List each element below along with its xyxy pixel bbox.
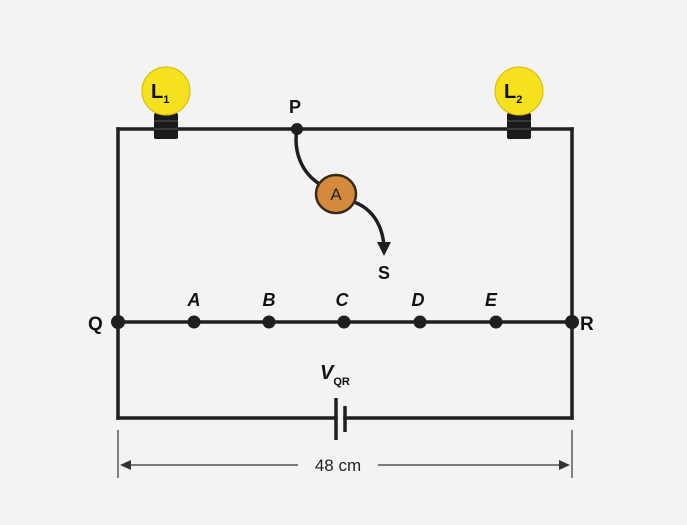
bulb-l1-socket [154, 113, 178, 139]
length-label: 48 cm [315, 456, 361, 475]
arrow-left-icon [120, 460, 131, 470]
lead-p-to-ammeter [294, 126, 321, 186]
bulb-l1-icon [141, 66, 191, 116]
point-e[interactable] [489, 315, 503, 329]
arrow-head-icon [377, 242, 391, 256]
point-e-label: E [485, 290, 498, 310]
ammeter-branch: P A S [289, 97, 391, 283]
jockey-points: Q R A B C D E [88, 290, 594, 335]
node-q[interactable] [111, 315, 125, 329]
point-d[interactable] [413, 315, 427, 329]
circuit-wires [116, 127, 574, 420]
arrow-right-icon [559, 460, 570, 470]
point-c[interactable] [337, 315, 351, 329]
point-a[interactable] [187, 315, 201, 329]
point-a-label: A [187, 290, 201, 310]
battery-cell: VQR [320, 362, 350, 440]
point-c-label: C [336, 290, 350, 310]
bulb-l1: L1 [141, 66, 191, 139]
point-b-label: B [263, 290, 276, 310]
bulb-l1-label: L1 [151, 81, 169, 106]
battery-label: VQR [320, 362, 350, 388]
bulb-l2-socket [507, 113, 531, 139]
node-r[interactable] [565, 315, 579, 329]
lead-ammeter-to-s [351, 199, 386, 248]
point-b[interactable] [262, 315, 276, 329]
node-p-label: P [289, 97, 301, 117]
node-q-label: Q [88, 314, 103, 335]
bulb-l2-icon [494, 66, 544, 116]
point-d-label: D [412, 290, 425, 310]
ammeter-label: A [330, 185, 342, 204]
node-s-label: S [378, 263, 390, 283]
node-r-label: R [580, 314, 594, 335]
ammeter-icon [314, 173, 358, 215]
length-dimension: 48 cm [117, 430, 573, 478]
bulb-l2: L2 [494, 66, 544, 139]
bulb-l2-label: L2 [504, 81, 522, 106]
